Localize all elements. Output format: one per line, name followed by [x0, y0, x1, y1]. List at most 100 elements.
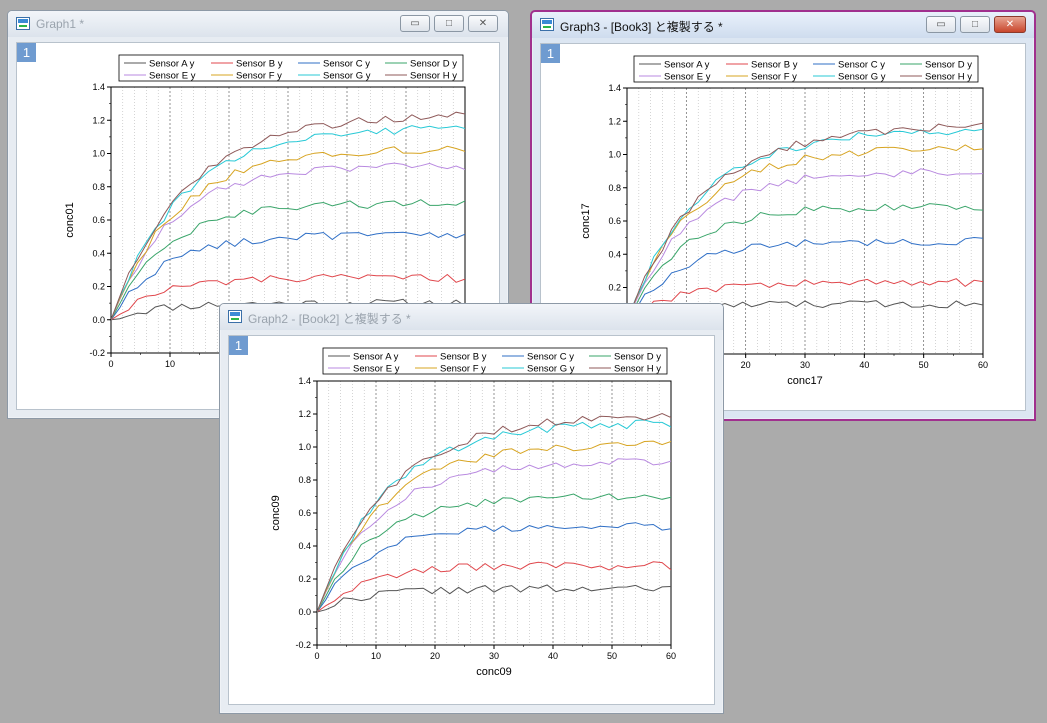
ytick-label: 1.0	[92, 149, 105, 159]
legend-entry-sensor-d-y: Sensor D y	[925, 60, 972, 71]
ytick-label: 0.2	[608, 283, 621, 293]
series-line-sensor-e-y	[627, 168, 983, 322]
ytick-label: 0.8	[298, 475, 311, 485]
xtick-label: 40	[548, 651, 558, 661]
ytick-label: 0.0	[92, 315, 105, 325]
series-line-sensor-g-y	[111, 125, 465, 320]
xtick-label: 10	[165, 359, 175, 369]
series-line-sensor-f-y	[627, 144, 983, 321]
series-line-sensor-e-y	[111, 162, 465, 320]
graph1-title: Graph1 *	[36, 17, 85, 31]
legend-entry-sensor-c-y: Sensor C y	[838, 60, 885, 71]
xtick-label: 50	[607, 651, 617, 661]
ytick-label: 1.2	[298, 409, 311, 419]
legend-entry-sensor-a-y: Sensor A y	[149, 59, 195, 70]
x-axis-label: conc09	[476, 666, 511, 678]
series-line-sensor-b-y	[317, 561, 671, 613]
series-line-sensor-d-y	[627, 203, 983, 322]
series-line-sensor-h-y	[111, 111, 465, 320]
series-line-sensor-d-y	[317, 493, 671, 613]
xtick-label: 30	[489, 651, 499, 661]
layer-indicator[interactable]: 1	[541, 44, 560, 63]
close-button[interactable]: ✕	[994, 16, 1026, 33]
graph2-window[interactable]: Graph2 - [Book2] と複製する * 1 Sensor A y Sen…	[219, 303, 724, 714]
graph2-plot[interactable]: Sensor A y Sensor B y Sensor C y Sensor D y…	[229, 336, 715, 705]
legend-entry-sensor-c-y: Sensor C y	[527, 352, 574, 363]
series-line-sensor-f-y	[317, 440, 671, 613]
ytick-label: 0.2	[298, 574, 311, 584]
legend-entry-sensor-b-y: Sensor B y	[236, 59, 283, 70]
legend-entry-sensor-b-y: Sensor B y	[440, 352, 487, 363]
y-axis-label: conc17	[580, 203, 592, 238]
layer-indicator[interactable]: 1	[229, 336, 248, 355]
legend-entry-sensor-a-y: Sensor A y	[664, 60, 710, 71]
series-line-sensor-b-y	[111, 273, 465, 321]
legend-entry-sensor-d-y: Sensor D y	[410, 59, 457, 70]
xtick-label: 0	[314, 651, 319, 661]
layer-indicator[interactable]: 1	[17, 43, 36, 62]
series-line-sensor-d-y	[111, 199, 465, 321]
series-line-sensor-e-y	[317, 458, 671, 613]
legend-entry-sensor-b-y: Sensor B y	[751, 60, 798, 71]
series-line-sensor-c-y	[627, 236, 983, 322]
ytick-label: 0.4	[298, 541, 311, 551]
xtick-label: 50	[919, 360, 929, 370]
ytick-label: 1.4	[298, 376, 311, 386]
ytick-label: 0.2	[92, 282, 105, 292]
legend-entry-sensor-f-y: Sensor F y	[440, 364, 486, 375]
x-axis-label: conc17	[787, 375, 822, 387]
graph2-title: Graph2 - [Book2] と複製する *	[248, 312, 411, 326]
graph3-titlebar[interactable]: Graph3 - [Book3] と複製する * ▭ □ ✕	[532, 12, 1034, 38]
minimize-button[interactable]: ▭	[926, 16, 956, 33]
legend-box	[118, 54, 464, 82]
maximize-button[interactable]: □	[960, 16, 990, 33]
ytick-label: 1.0	[608, 150, 621, 160]
series-line-sensor-b-y	[627, 278, 983, 322]
xtick-label: 40	[859, 360, 869, 370]
xtick-label: 60	[666, 651, 676, 661]
graph-window-icon	[540, 18, 554, 31]
ytick-label: -0.2	[89, 348, 105, 358]
graph1-titlebar[interactable]: Graph1 * ▭ □ ✕	[8, 11, 508, 37]
ytick-label: 1.2	[92, 115, 105, 125]
ytick-label: 1.2	[608, 116, 621, 126]
xtick-label: 10	[371, 651, 381, 661]
legend-entry-sensor-e-y: Sensor E y	[149, 71, 196, 82]
graph-window-icon	[16, 17, 30, 30]
legend-entry-sensor-g-y: Sensor G y	[323, 71, 371, 82]
legend-box	[633, 55, 979, 83]
legend-entry-sensor-e-y: Sensor E y	[353, 364, 400, 375]
xtick-label: 60	[978, 360, 988, 370]
ytick-label: 0.4	[92, 248, 105, 258]
minimize-button[interactable]: ▭	[400, 15, 430, 32]
legend-entry-sensor-e-y: Sensor E y	[664, 72, 711, 83]
legend-box	[322, 347, 668, 375]
graph2-page[interactable]: 1 Sensor A y Sensor B y Sensor C y Sensor D…	[228, 335, 715, 705]
xtick-label: 20	[741, 360, 751, 370]
ytick-label: 1.0	[298, 442, 311, 452]
legend-entry-sensor-d-y: Sensor D y	[614, 352, 661, 363]
legend-entry-sensor-f-y: Sensor F y	[751, 72, 797, 83]
legend-entry-sensor-c-y: Sensor C y	[323, 59, 370, 70]
graph3-window[interactable]: Graph3 - [Book3] と複製する * ▭ □ ✕ 1 Sensor …	[530, 10, 1036, 421]
series-line-sensor-c-y	[111, 231, 465, 321]
legend-entry-sensor-h-y: Sensor H y	[925, 72, 972, 83]
ytick-label: 0.6	[608, 216, 621, 226]
ytick-label: 1.4	[608, 83, 621, 93]
ytick-label: -0.2	[295, 640, 311, 650]
graph2-titlebar[interactable]: Graph2 - [Book2] と複製する *	[220, 304, 723, 330]
graph3-title: Graph3 - [Book3] と複製する *	[560, 20, 723, 34]
legend-entry-sensor-a-y: Sensor A y	[353, 352, 399, 363]
legend-entry-sensor-f-y: Sensor F y	[236, 71, 282, 82]
maximize-button[interactable]: □	[434, 15, 464, 32]
legend-entry-sensor-h-y: Sensor H y	[410, 71, 457, 82]
series-line-sensor-h-y	[627, 122, 983, 321]
close-button[interactable]: ✕	[468, 15, 498, 32]
ytick-label: 0.4	[608, 249, 621, 259]
xtick-label: 0	[108, 359, 113, 369]
ytick-label: 0.0	[298, 607, 311, 617]
legend-entry-sensor-g-y: Sensor G y	[527, 364, 575, 375]
ytick-label: 0.6	[92, 215, 105, 225]
legend-entry-sensor-g-y: Sensor G y	[838, 72, 886, 83]
series-line-sensor-f-y	[111, 145, 465, 320]
